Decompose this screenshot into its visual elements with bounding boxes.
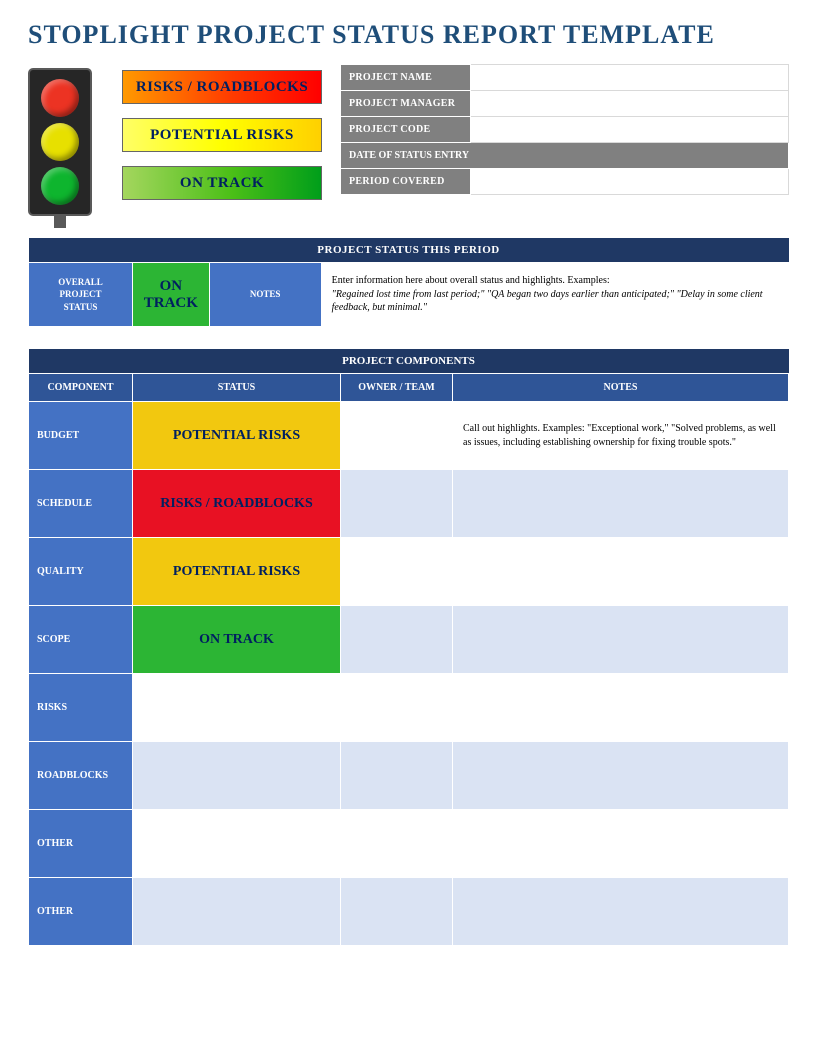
- component-name: OTHER: [29, 810, 133, 878]
- component-owner[interactable]: [341, 402, 453, 470]
- legend-risks: RISKS / ROADBLOCKS: [122, 70, 322, 104]
- overall-status-label: OVERALLPROJECTSTATUS: [29, 263, 133, 327]
- table-row: QUALITYPOTENTIAL RISKS: [29, 538, 789, 606]
- component-owner[interactable]: [341, 674, 453, 742]
- info-value-project-name[interactable]: [471, 65, 789, 91]
- info-value-project-code[interactable]: [471, 117, 789, 143]
- component-name: OTHER: [29, 878, 133, 946]
- col-notes: NOTES: [453, 374, 789, 402]
- table-row: RISKS: [29, 674, 789, 742]
- stoplight-red-icon: [41, 79, 79, 117]
- component-name: ROADBLOCKS: [29, 742, 133, 810]
- info-label-project-code: PROJECT CODE: [341, 117, 471, 143]
- notes-label: NOTES: [209, 263, 321, 327]
- info-label-project-manager: PROJECT MANAGER: [341, 91, 471, 117]
- component-owner[interactable]: [341, 810, 453, 878]
- table-row: OTHER: [29, 878, 789, 946]
- project-info-table: PROJECT NAME PROJECT MANAGER PROJECT COD…: [340, 64, 789, 195]
- component-status: [133, 810, 341, 878]
- component-status: [133, 674, 341, 742]
- col-status: STATUS: [133, 374, 341, 402]
- legend-potential: POTENTIAL RISKS: [122, 118, 322, 152]
- stoplight-graphic: [28, 64, 104, 216]
- overall-status-value: ON TRACK: [133, 263, 210, 327]
- component-status: [133, 878, 341, 946]
- table-row: OTHER: [29, 810, 789, 878]
- status-period-title: PROJECT STATUS THIS PERIOD: [29, 238, 789, 263]
- component-notes[interactable]: [453, 606, 789, 674]
- component-status: [133, 742, 341, 810]
- component-owner[interactable]: [341, 538, 453, 606]
- component-name: BUDGET: [29, 402, 133, 470]
- table-row: ROADBLOCKS: [29, 742, 789, 810]
- components-title: PROJECT COMPONENTS: [29, 349, 789, 374]
- legend: RISKS / ROADBLOCKS POTENTIAL RISKS ON TR…: [122, 64, 322, 200]
- table-row: BUDGETPOTENTIAL RISKS Call out highlights…: [29, 402, 789, 470]
- component-owner[interactable]: [341, 470, 453, 538]
- info-value-period-covered[interactable]: [471, 169, 789, 195]
- component-notes[interactable]: [453, 742, 789, 810]
- components-header-row: COMPONENT STATUS OWNER / TEAM NOTES: [29, 374, 789, 402]
- notes-examples: "Regained lost time from last period;" "…: [332, 289, 763, 314]
- stoplight-yellow-icon: [41, 123, 79, 161]
- col-owner: OWNER / TEAM: [341, 374, 453, 402]
- info-value-project-manager[interactable]: [471, 91, 789, 117]
- page-title: STOPLIGHT PROJECT STATUS REPORT TEMPLATE: [28, 20, 789, 50]
- component-notes[interactable]: [453, 674, 789, 742]
- status-period-section: PROJECT STATUS THIS PERIOD OVERALLPROJEC…: [28, 238, 789, 327]
- stoplight-body: [28, 68, 92, 216]
- component-notes[interactable]: Call out highlights. Examples: "Exceptio…: [453, 402, 789, 470]
- component-status: RISKS / ROADBLOCKS: [133, 470, 341, 538]
- component-notes[interactable]: [453, 878, 789, 946]
- component-name: RISKS: [29, 674, 133, 742]
- component-owner[interactable]: [341, 878, 453, 946]
- stoplight-green-icon: [41, 167, 79, 205]
- component-notes[interactable]: [453, 470, 789, 538]
- components-table: PROJECT COMPONENTS COMPONENT STATUS OWNE…: [28, 349, 789, 946]
- notes-lead: Enter information here about overall sta…: [332, 275, 610, 286]
- col-component: COMPONENT: [29, 374, 133, 402]
- table-row: SCHEDULERISKS / ROADBLOCKS: [29, 470, 789, 538]
- component-notes[interactable]: [453, 810, 789, 878]
- component-status: ON TRACK: [133, 606, 341, 674]
- component-status: POTENTIAL RISKS: [133, 402, 341, 470]
- component-name: QUALITY: [29, 538, 133, 606]
- legend-ontrack: ON TRACK: [122, 166, 322, 200]
- table-row: SCOPEON TRACK: [29, 606, 789, 674]
- component-status: POTENTIAL RISKS: [133, 538, 341, 606]
- overall-notes[interactable]: Enter information here about overall sta…: [321, 263, 788, 327]
- component-notes[interactable]: [453, 538, 789, 606]
- info-label-period-covered: PERIOD COVERED: [341, 169, 471, 195]
- component-owner[interactable]: [341, 742, 453, 810]
- component-name: SCOPE: [29, 606, 133, 674]
- component-owner[interactable]: [341, 606, 453, 674]
- top-area: RISKS / ROADBLOCKS POTENTIAL RISKS ON TR…: [28, 64, 789, 216]
- info-label-date-status: DATE OF STATUS ENTRY: [341, 143, 789, 169]
- info-label-project-name: PROJECT NAME: [341, 65, 471, 91]
- component-name: SCHEDULE: [29, 470, 133, 538]
